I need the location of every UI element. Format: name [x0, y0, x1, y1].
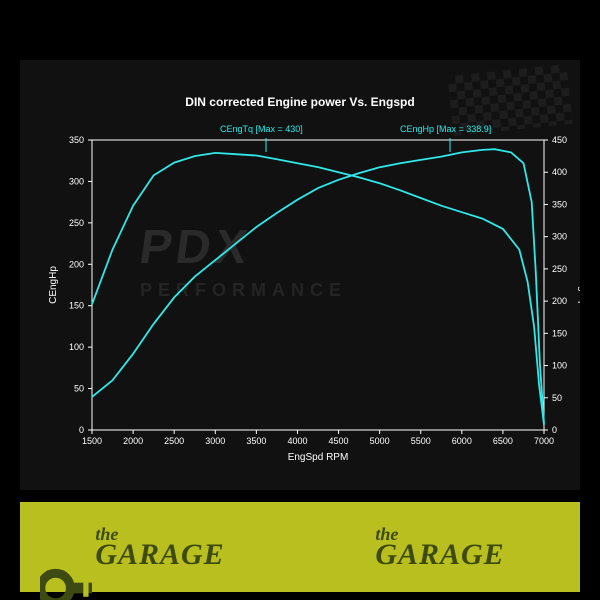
footer-brand-2: the GARAGE: [375, 527, 504, 568]
svg-text:1500: 1500: [82, 436, 102, 446]
svg-text:150: 150: [69, 301, 84, 311]
svg-text:300: 300: [69, 176, 84, 186]
footer-line2: GARAGE: [95, 542, 224, 568]
svg-text:150: 150: [552, 328, 567, 338]
footer-logo-2: the GARAGE: [300, 527, 580, 568]
svg-text:200: 200: [552, 296, 567, 306]
svg-text:450: 450: [552, 135, 567, 145]
svg-text:3000: 3000: [205, 436, 225, 446]
svg-text:4000: 4000: [287, 436, 307, 446]
svg-text:0: 0: [552, 425, 557, 435]
svg-text:350: 350: [552, 199, 567, 209]
footer-banner: the GARAGE the GARAGE: [20, 502, 580, 592]
svg-text:6000: 6000: [452, 436, 472, 446]
svg-text:3500: 3500: [246, 436, 266, 446]
svg-text:50: 50: [74, 384, 84, 394]
svg-text:2000: 2000: [123, 436, 143, 446]
svg-text:200: 200: [69, 259, 84, 269]
footer-brand-1: the GARAGE: [95, 527, 224, 568]
svg-text:EngSpd RPM: EngSpd RPM: [288, 452, 349, 463]
svg-text:300: 300: [552, 232, 567, 242]
svg-text:6500: 6500: [493, 436, 513, 446]
dyno-chart: 1500200025003000350040004500500055006000…: [20, 60, 580, 490]
svg-text:5500: 5500: [411, 436, 431, 446]
footer-line2: GARAGE: [375, 542, 504, 568]
svg-text:400: 400: [552, 167, 567, 177]
svg-text:100: 100: [552, 361, 567, 371]
svg-text:50: 50: [552, 393, 562, 403]
svg-text:4500: 4500: [329, 436, 349, 446]
svg-text:0: 0: [79, 425, 84, 435]
svg-text:CEngHp: CEngHp: [48, 266, 59, 304]
svg-text:7000: 7000: [534, 436, 554, 446]
svg-text:100: 100: [69, 342, 84, 352]
svg-text:350: 350: [69, 135, 84, 145]
svg-text:5000: 5000: [370, 436, 390, 446]
svg-text:CEngTq [Max = 430]: CEngTq [Max = 430]: [220, 124, 303, 134]
wrench-icon: [40, 562, 92, 600]
svg-text:CEngTq: CEngTq: [577, 267, 580, 304]
svg-text:250: 250: [552, 264, 567, 274]
app-frame: PDX PERFORMANCE DIN corrected Engine pow…: [0, 0, 600, 600]
svg-text:CEngHp [Max = 338.9]: CEngHp [Max = 338.9]: [400, 124, 491, 134]
svg-text:2500: 2500: [164, 436, 184, 446]
svg-text:250: 250: [69, 218, 84, 228]
